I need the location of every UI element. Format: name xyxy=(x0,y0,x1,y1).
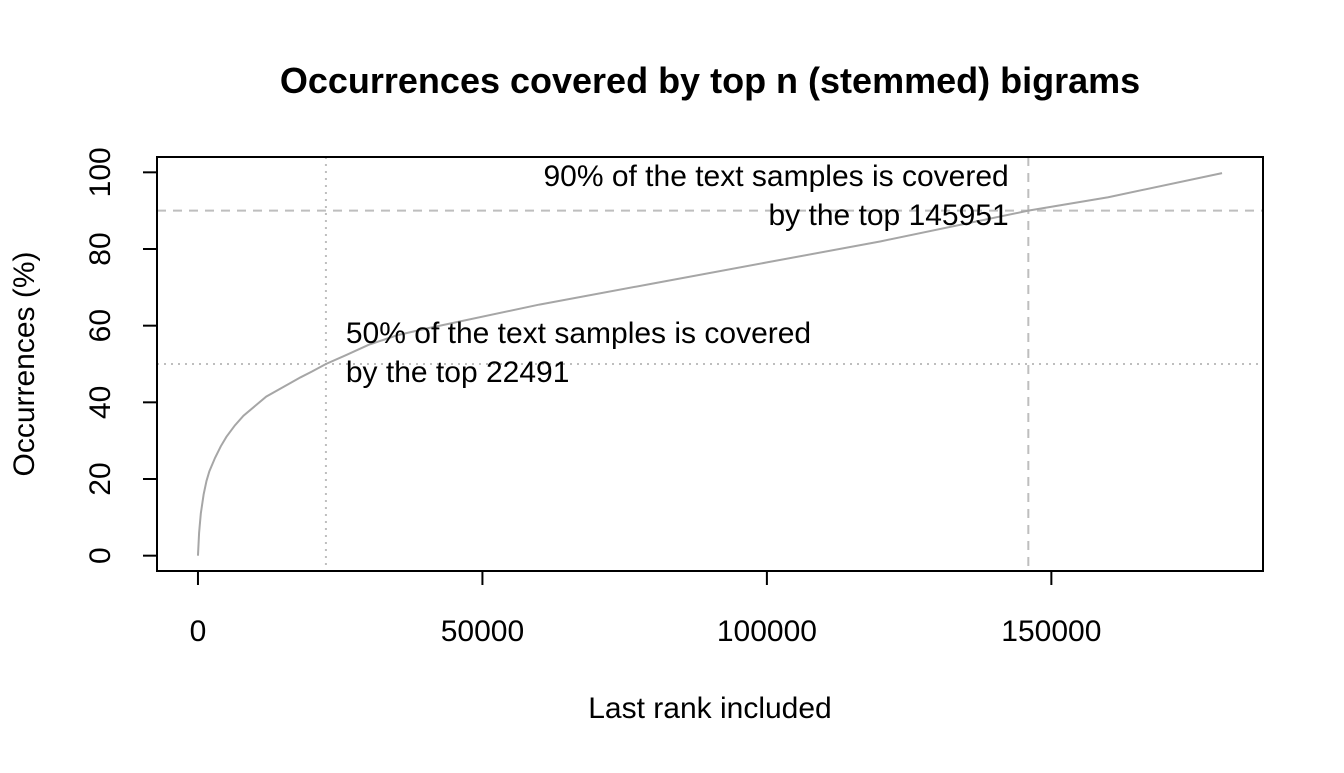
x-axis-label: Last rank included xyxy=(588,692,832,725)
y-tick-label: 0 xyxy=(84,547,117,564)
y-tick-label: 100 xyxy=(84,147,117,197)
y-axis-label: Occurrences (%) xyxy=(8,251,41,476)
y-tick-label: 60 xyxy=(84,309,117,342)
chart-title: Occurrences covered by top n (stemmed) b… xyxy=(280,60,1140,101)
x-tick-label: 0 xyxy=(190,615,207,648)
x-axis: 0 50000 100000 150000 xyxy=(190,570,1101,648)
y-tick-label: 40 xyxy=(84,386,117,419)
annotation-line: by the top 145951 xyxy=(768,199,1008,232)
series-layer xyxy=(196,172,1223,556)
x-tick-label: 50000 xyxy=(441,615,524,648)
annotation-line: 50% of the text samples is covered xyxy=(346,317,811,350)
annotation-line: 90% of the text samples is covered xyxy=(543,160,1008,193)
y-tick-label: 20 xyxy=(84,462,117,495)
x-tick-label: 150000 xyxy=(1001,615,1101,648)
annotation-layer: 50% of the text samples is covered by the… xyxy=(346,160,1009,389)
annotation-line: by the top 22491 xyxy=(346,356,570,389)
annotation-50: 50% of the text samples is covered by the… xyxy=(346,317,811,389)
series-line xyxy=(196,172,1223,556)
x-tick-label: 100000 xyxy=(717,615,817,648)
reference-lines xyxy=(157,157,1263,571)
y-tick-label: 80 xyxy=(84,232,117,265)
annotation-90: 90% of the text samples is covered by the… xyxy=(543,160,1008,232)
y-axis: 0 20 40 60 80 100 xyxy=(84,147,158,564)
